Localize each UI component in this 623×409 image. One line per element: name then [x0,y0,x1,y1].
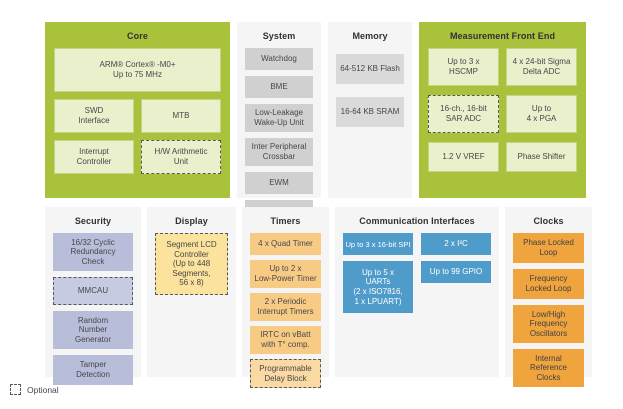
block-hscmp: Up to 3 x HSCMP [428,48,499,86]
block-gpio: Up to 99 GPIO [421,261,491,283]
panel-core: Core ARM® Cortex® -M0+ Up to 75 MHz SWD … [45,22,230,198]
block-bme: BME [245,76,313,98]
panel-communication-interfaces: Communication Interfaces Up to 3 x 16-bi… [335,207,499,377]
block-quad-timer: 4 x Quad Timer [250,233,321,255]
block-phase-locked-loop: Phase Locked Loop [513,233,584,263]
block-sar-adc: 16-ch., 16-bit SAR ADC [428,95,499,133]
block-spi: Up to 3 x 16-bit SPI [343,233,413,255]
block-random-number-generator: Random Number Generator [53,311,133,349]
legend-optional: Optional [10,384,59,395]
block-internal-reference-clocks: Internal Reference Clocks [513,349,584,387]
block-ewm: EWM [245,172,313,194]
block-programmable-delay-block: Programmable Delay Block [250,359,321,389]
bottom-row: Security 16/32 Cyclic Redundancy Check M… [45,207,592,389]
panel-memory: Memory 64-512 KB Flash 16-64 KB SRAM [328,22,412,198]
display-title: Display [175,216,208,226]
panel-timers: Timers 4 x Quad Timer Up to 2 x Low-Powe… [242,207,329,389]
block-swd-interface: SWD Interface [54,99,134,133]
optional-dashed-swatch [10,384,21,395]
block-segment-lcd-controller: Segment LCD Controller (Up to 448 Segmen… [155,233,228,295]
block-frequency-locked-loop: Frequency Locked Loop [513,269,584,299]
block-pga: Up to 4 x PGA [506,95,577,133]
comm-title: Communication Interfaces [359,216,475,226]
block-oscillators: Low/High Frequency Oscillators [513,305,584,343]
top-row: Core ARM® Cortex® -M0+ Up to 75 MHz SWD … [45,22,586,222]
panel-clocks: Clocks Phase Locked Loop Frequency Locke… [505,207,592,387]
core-title: Core [127,31,148,41]
block-i2c: 2 x I²C [421,233,491,255]
block-flash: 64-512 KB Flash [336,54,404,84]
block-sram: 16-64 KB SRAM [336,97,404,127]
block-interrupt-controller: Interrupt Controller [54,140,134,174]
block-watchdog: Watchdog [245,48,313,70]
block-vref: 1.2 V VREF [428,142,499,172]
panel-security: Security 16/32 Cyclic Redundancy Check M… [45,207,141,385]
block-tamper-detection: Tamper Detection [53,355,133,385]
block-low-power-timer: Up to 2 x Low-Power Timer [250,260,321,288]
block-mtb: MTB [141,99,221,133]
mfe-title: Measurement Front End [449,31,556,41]
block-phase-shifter: Phase Shifter [506,142,577,172]
block-arm-cortex-m0plus: ARM® Cortex® -M0+ Up to 75 MHz [54,48,221,92]
block-hw-arithmetic-unit: H/W Arithmetic Unit [141,140,221,174]
panel-system: System Watchdog BME Low-Leakage Wake-Up … [237,22,321,222]
block-crc: 16/32 Cyclic Redundancy Check [53,233,133,271]
security-title: Security [74,216,112,226]
block-sigma-delta-adc: 4 x 24-bit Sigma Delta ADC [506,48,577,86]
panel-measurement-front-end: Measurement Front End Up to 3 x HSCMP 4 … [419,22,586,198]
system-title: System [262,31,296,41]
panel-display: Display Segment LCD Controller (Up to 44… [147,207,236,377]
block-uarts: Up to 5 x UARTs (2 x ISO7816, 1 x LPUART… [343,261,413,313]
optional-label: Optional [27,384,59,395]
timers-title: Timers [270,216,301,226]
clocks-title: Clocks [533,216,564,226]
block-irtc: IRTC on vBatt with T° comp. [250,326,321,354]
memory-title: Memory [352,31,388,41]
block-mmcau: MMCAU [53,277,133,305]
block-llwu: Low-Leakage Wake-Up Unit [245,104,313,132]
block-inter-peripheral-crossbar: Inter Peripheral Crossbar [245,138,313,166]
block-periodic-interrupt-timers: 2 x Periodic Interrupt Timers [250,293,321,321]
